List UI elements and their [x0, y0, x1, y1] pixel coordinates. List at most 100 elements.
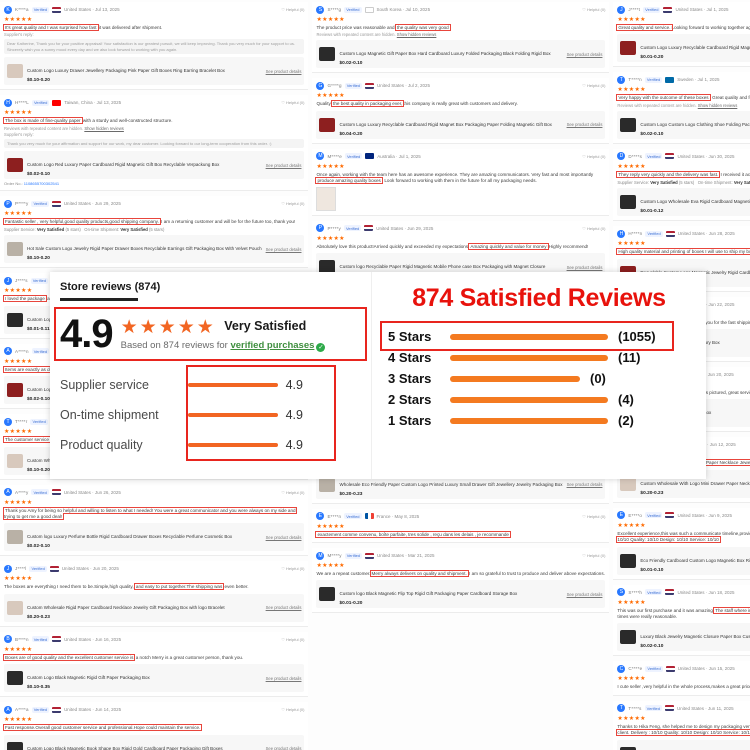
product-card[interactable]: Custom Logo Red Luxury Paper Cardboard R… [4, 151, 305, 180]
page-title: Store reviews (874) [60, 281, 161, 293]
avatar: C [617, 664, 626, 673]
see-product-details-link[interactable]: See product details [265, 534, 302, 540]
see-product-details-link[interactable]: See product details [566, 122, 603, 128]
helpful-button[interactable]: ♡ Helpful (0) [582, 513, 606, 519]
see-product-details-link[interactable]: See product details [566, 482, 603, 488]
review-stars-icon: ★★★★★ [617, 599, 646, 606]
review-stars-icon: ★★★★★ [617, 163, 646, 170]
product-card[interactable]: Custom Logo Custom Logo Clothing Shoe Fo… [617, 110, 750, 139]
highlighted-phrase: Fast response.Overall good customer serv… [2, 724, 203, 732]
product-card[interactable]: Eco Friendly Cardboard Custom Logo Magne… [617, 546, 750, 575]
review-meta: United States · Jun 20, 2025 [61, 566, 119, 572]
product-card[interactable]: Custom Logo Wholesale Eva Rigid Cardboar… [617, 188, 750, 217]
see-product-details-link[interactable]: See product details [265, 246, 302, 252]
review-card: E E****n Verified France · May 8, 2025 ♡ Hel… [312, 508, 610, 544]
review-meta: United States · Jul 2, 2025 [377, 83, 431, 89]
helpful-button[interactable]: ♡ Helpful (0) [281, 566, 305, 572]
hidden-reviews-note: Reviews with repeated content are hidden… [316, 32, 437, 38]
review-header: H H****n Verified United States · Jun 28, 2… [617, 229, 750, 238]
product-thumbnail [7, 242, 23, 257]
reviewer-name: M****y [327, 553, 342, 559]
based-on-text: Based on 874 reviews for verified purcha… [121, 340, 326, 352]
reviewer-name: M****e [327, 153, 342, 159]
product-card[interactable]: Custom Logo Luxury Recyclable Cardboard … [617, 34, 750, 63]
highlighted-phrase: I loved the package [3, 295, 47, 303]
product-card[interactable]: Custom Logo Luxury Recyclable Cardboard … [316, 110, 606, 139]
review-header: D D****s Verified United States · Jun 30, 2… [617, 152, 750, 161]
product-price: $0.02-0.10 [27, 172, 50, 178]
product-thumbnail [7, 453, 23, 468]
see-product-details-link[interactable]: See product details [265, 605, 302, 611]
review-header: B B****n Verified United States · Jun 16, 2… [4, 635, 304, 644]
product-card[interactable]: Custom Logo Luxury Drawer Jewellery Pack… [4, 57, 305, 86]
product-title: Custom Logo Magnetic Gift Paper Box Hard… [339, 51, 551, 57]
see-product-details-link[interactable]: See product details [265, 746, 302, 750]
avatar: M [316, 152, 325, 161]
avatar: J [4, 564, 12, 573]
show-hidden-reviews-link[interactable]: Show hidden reviews [396, 32, 437, 38]
country-flag-icon [52, 6, 62, 13]
see-product-details-link[interactable]: See product details [566, 591, 603, 597]
highlighted-phrase: Boxes are of good quality and the excell… [2, 653, 136, 661]
product-title: Custom Logo Luxury Drawer Jewellery Pack… [27, 68, 225, 74]
helpful-button[interactable]: ♡ Helpful (0) [281, 201, 305, 207]
product-card[interactable]: Custom Logo Black Magnetic Rigid Gift Pa… [4, 664, 305, 693]
product-card[interactable]: Custom Logo Wholesale Eva Rigid Cardboar… [617, 739, 750, 750]
see-product-details-link[interactable]: See product details [566, 51, 603, 57]
review-stars-icon: ★★★★★ [4, 211, 33, 218]
review-stars-icon: ★★★★★ [316, 235, 345, 242]
helpful-button[interactable]: ♡ Helpful (0) [281, 100, 305, 106]
helpful-button[interactable]: ♡ Helpful (0) [582, 83, 606, 89]
verified-badge: Verified [31, 6, 50, 13]
overall-stars-row: ★★★★★ Very Satisfied [121, 317, 326, 338]
review-stars-icon: ★★★★★ [4, 576, 33, 583]
product-card[interactable]: Hot Sale Custom Logo Jewelry Rigid Paper… [4, 235, 305, 264]
review-card: P P****y Verified United States · Jun 29, 2… [0, 196, 309, 269]
highlighted-phrase: Amazing quickly and value for money [468, 242, 549, 250]
product-card[interactable]: Custom logo Black Magnetic Flip Top Rigi… [316, 580, 606, 609]
product-price: $0.02-0.10 [640, 644, 664, 650]
country-flag-icon [364, 225, 374, 232]
review-photo[interactable] [316, 186, 337, 211]
overall-score-block: 4.9 ★★★★★ Very Satisfied Based on 874 re… [54, 306, 367, 361]
show-hidden-reviews-link[interactable]: Show hidden reviews [84, 125, 124, 131]
verified-purchases-link[interactable]: verified purchases [230, 339, 315, 351]
review-card: S S****h Verified United States · Jun 18, 2… [613, 584, 750, 657]
helpful-button[interactable]: ♡ Helpful (0) [582, 7, 606, 12]
star-bar-row: 5 Stars (1055) [388, 326, 706, 347]
product-card[interactable]: Luxury Black Jewelry Magnetic Closure Pa… [617, 623, 750, 652]
see-product-details-link[interactable]: See product details [265, 162, 302, 168]
supplier-reply-label: Supplier's reply: [4, 131, 34, 137]
see-product-details-link[interactable]: See product details [265, 68, 302, 74]
see-product-details-link[interactable]: See product details [566, 264, 603, 270]
helpful-button[interactable]: ♡ Helpful (0) [281, 489, 305, 495]
product-card[interactable]: Custom Logo Magnetic Gift Paper Box Hard… [316, 40, 606, 69]
helpful-button[interactable]: ♡ Helpful (0) [281, 7, 305, 12]
product-card[interactable]: Custom logo Luxury Perfume Bottle Rigid … [4, 523, 305, 552]
star-bar [450, 354, 608, 361]
product-thumbnail [319, 117, 336, 132]
review-meta: United States · Jun 29, 2025 [63, 201, 121, 207]
highlighted-phrase: The box is made of fine-quality paper [3, 117, 83, 125]
helpful-button[interactable]: ♡ Helpful (0) [582, 225, 606, 231]
product-title: Custom logo Black Magnetic Flip Top Rigi… [339, 591, 518, 597]
rating-summary-panel: Store reviews (874) 4.9 ★★★★★ Very Satis… [50, 272, 372, 479]
helpful-button[interactable]: ♡ Helpful (0) [281, 707, 305, 713]
metric-bar-wrap: 4.9 [188, 408, 303, 422]
product-title: Custom Logo Black Magnetic Rigid Gift Pa… [27, 675, 150, 681]
review-text: High quality material and printing of bo… [616, 248, 750, 256]
helpful-button[interactable]: ♡ Helpful (0) [281, 636, 305, 642]
country-flag-icon [365, 552, 375, 559]
helpful-button[interactable]: ♡ Helpful (0) [582, 153, 606, 159]
show-hidden-reviews-link[interactable]: Show hidden reviews [697, 102, 738, 108]
review-text: Once again, working with the team here h… [315, 171, 594, 185]
see-product-details-link[interactable]: See product details [265, 675, 302, 681]
helpful-button[interactable]: ♡ Helpful (0) [582, 553, 606, 559]
product-card[interactable]: Custom Wholesale Rigid Paper Cardboard N… [4, 593, 305, 622]
review-meta: United States · Jun 12, 2025 [678, 442, 736, 448]
review-stars-icon: ★★★★★ [4, 499, 33, 506]
avatar: E [316, 512, 325, 521]
metric-label: On-time shipment [60, 407, 159, 422]
review-stars-icon: ★★★★★ [4, 717, 33, 724]
product-card[interactable]: Custom Logo Black Magnetic Book Shape Bo… [4, 734, 305, 750]
